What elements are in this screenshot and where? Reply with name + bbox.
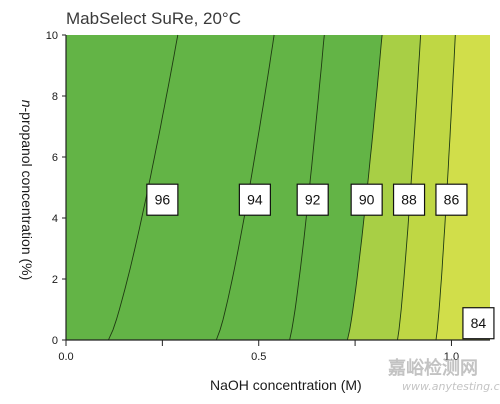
x-tick-label: 1.0	[444, 351, 459, 363]
contour-label-90: 90	[359, 192, 375, 208]
contour-label-92: 92	[305, 192, 321, 208]
chart-title: MabSelect SuRe, 20°C	[66, 9, 241, 28]
contour-label-box-94	[238, 183, 271, 216]
y-axis-label: n-propanol concentration (%)	[19, 100, 35, 281]
contour-label-86: 86	[444, 192, 460, 208]
contour-label-88: 88	[401, 192, 417, 208]
x-axis-label: NaOH concentration (M)	[210, 377, 362, 393]
y-tick-label: 0	[52, 335, 58, 347]
contour-label-84: 84	[471, 315, 487, 331]
contour-label-96: 96	[155, 192, 171, 208]
contour-labels: 96 94 92 90 88 86 84	[146, 183, 495, 340]
contour-label-box-96	[146, 183, 179, 216]
contour-label-box-88	[392, 183, 426, 216]
y-axis-label-italic: n	[19, 100, 35, 108]
y-axis-label-rest: -propanol concentration (%)	[19, 108, 35, 281]
y-tick-label: 10	[46, 30, 58, 42]
y-tick-label: 8	[52, 91, 58, 103]
x-tick-label: 0.0	[58, 351, 73, 363]
watermark-text: 嘉峪检测网	[387, 357, 478, 379]
y-tick-label: 6	[52, 152, 58, 164]
contour-label-box-90	[350, 183, 383, 216]
contour-label-box-92	[296, 183, 329, 216]
watermark-url: www.anytesting.com	[402, 380, 500, 393]
plot-area	[66, 34, 490, 341]
contour-label-box-86	[435, 183, 468, 216]
x-tick-label: 0.5	[251, 351, 266, 363]
y-tick-label: 2	[52, 274, 58, 286]
axes: 0 2 4 6 8 10 0.0 0.5 1.0	[46, 30, 490, 363]
region-fill-90-100	[66, 35, 383, 340]
contour-label-94: 94	[247, 192, 263, 208]
contour-label-box-84	[462, 307, 495, 340]
y-tick-label: 4	[52, 213, 58, 225]
